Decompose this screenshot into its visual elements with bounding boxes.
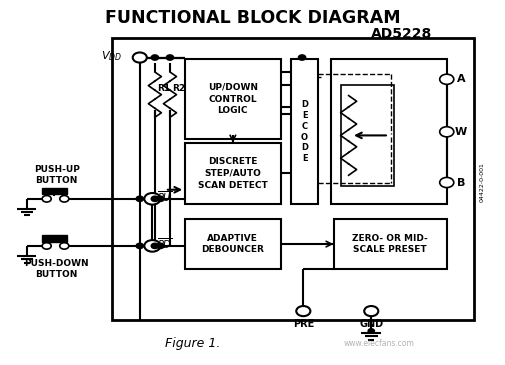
Circle shape	[42, 196, 51, 202]
Bar	[185, 219, 280, 269]
Bar	[185, 59, 280, 139]
Text: $\overline{PU}$: $\overline{PU}$	[157, 189, 172, 204]
Bar	[333, 219, 446, 269]
Circle shape	[60, 243, 69, 249]
Bar	[41, 188, 67, 195]
Circle shape	[439, 127, 453, 137]
Circle shape	[136, 243, 143, 249]
Text: PUSH-UP
BUTTON: PUSH-UP BUTTON	[34, 165, 79, 185]
Bar	[330, 59, 446, 204]
Text: 04422-0-001: 04422-0-001	[479, 162, 483, 203]
Text: FUNCTIONAL BLOCK DIAGRAM: FUNCTIONAL BLOCK DIAGRAM	[105, 9, 400, 27]
Text: Figure 1.: Figure 1.	[165, 337, 220, 350]
Circle shape	[151, 196, 158, 201]
Circle shape	[157, 243, 164, 249]
Text: UP/DOWN
CONTROL
LOGIC: UP/DOWN CONTROL LOGIC	[208, 83, 258, 115]
Circle shape	[151, 55, 158, 60]
Circle shape	[157, 196, 164, 201]
Bar	[340, 85, 393, 186]
Bar	[112, 38, 474, 320]
Circle shape	[368, 329, 374, 333]
Text: D
E
C
O
D
E: D E C O D E	[300, 100, 308, 163]
Text: B: B	[456, 177, 464, 188]
Text: www.elecfans.com: www.elecfans.com	[343, 339, 414, 348]
Text: DISCRETE
STEP/AUTO
SCAN DETECT: DISCRETE STEP/AUTO SCAN DETECT	[197, 157, 267, 190]
Text: A: A	[456, 74, 464, 84]
Circle shape	[132, 53, 146, 63]
Bar	[185, 143, 280, 204]
Circle shape	[136, 196, 143, 201]
Circle shape	[298, 55, 305, 60]
Text: AD5228: AD5228	[370, 27, 431, 41]
Text: $\overline{PD}$: $\overline{PD}$	[157, 237, 172, 251]
Circle shape	[439, 74, 453, 84]
Text: GND: GND	[359, 319, 383, 329]
Text: R2: R2	[172, 84, 185, 93]
Text: PUSH-DOWN
BUTTON: PUSH-DOWN BUTTON	[24, 260, 89, 280]
Text: $V_{DD}$: $V_{DD}$	[101, 49, 122, 63]
Circle shape	[144, 193, 160, 205]
Circle shape	[439, 177, 453, 188]
Bar	[290, 59, 318, 204]
Circle shape	[364, 306, 378, 316]
Circle shape	[60, 196, 69, 202]
Circle shape	[42, 243, 51, 249]
Text: W: W	[454, 127, 466, 137]
Text: PRE: PRE	[292, 319, 313, 329]
Text: R1: R1	[157, 84, 170, 93]
Circle shape	[144, 240, 160, 252]
Circle shape	[151, 243, 158, 249]
Text: ADAPTIVE
DEBOUNCER: ADAPTIVE DEBOUNCER	[201, 234, 264, 254]
Circle shape	[166, 55, 173, 60]
Text: ZERO- OR MID-
SCALE PRESET: ZERO- OR MID- SCALE PRESET	[351, 234, 427, 254]
Circle shape	[296, 306, 310, 316]
Bar	[41, 235, 67, 242]
